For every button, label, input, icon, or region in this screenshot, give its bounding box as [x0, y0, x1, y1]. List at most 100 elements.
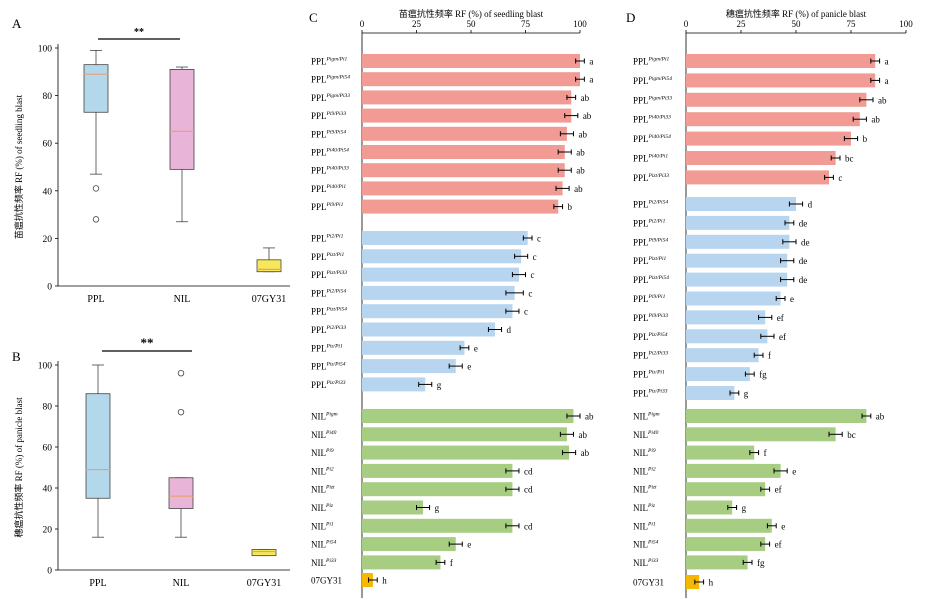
row-label-gene: Pi33 — [325, 558, 337, 564]
significance-letter: ab — [578, 129, 587, 139]
row-label-gene: Pi2 — [647, 466, 656, 472]
bar — [362, 54, 580, 68]
row-label-gene: Pi2/Pi54 — [648, 199, 669, 206]
row-label-gene: Pizt — [325, 485, 335, 491]
row-label-base: PPL — [311, 166, 327, 176]
row-label-base: PPL — [633, 76, 649, 86]
row-label: PPLPigm/Pi54 — [633, 75, 672, 86]
significance-label: ** — [134, 27, 144, 38]
significance-letter: d — [808, 200, 813, 210]
bar-row: PPLPizt/Pi1 c — [311, 249, 537, 264]
row-label: PPLPigm/Pi1 — [311, 57, 348, 67]
row-label-base: NIL — [633, 558, 648, 568]
x-tick-label: 25 — [412, 19, 422, 29]
panel-label: D — [626, 10, 635, 25]
row-label: PPLPi9/Pi33 — [633, 313, 668, 323]
boxplot-panel-B: B 0 20 40 60 80 100 穗瘟抗性频率 RF (%) of panicle bl… — [12, 335, 290, 589]
row-label: PPLPi2/Pi33 — [311, 325, 346, 335]
bar-row: PPLPigm/Pi33 ab — [633, 92, 887, 107]
row-label-base: PPL — [311, 288, 327, 298]
row-label: 07GY31 — [633, 578, 664, 588]
row-label-gene: Pi1 — [325, 521, 334, 527]
outlier-point — [92, 185, 100, 192]
row-label: NILPi2 — [633, 466, 656, 476]
significance-letter: d — [507, 325, 512, 335]
x-tick-label: 25 — [737, 19, 747, 29]
x-tick-label: PPL — [87, 294, 104, 305]
row-label-base: PPL — [633, 173, 649, 183]
row-label-gene: Pi9/Pi33 — [648, 313, 669, 319]
row-label: PPLPi40/Pi33 — [311, 165, 349, 176]
row-label-base: PPL — [633, 351, 649, 361]
row-label-gene: Piz/Pi33 — [648, 389, 668, 395]
bar — [686, 112, 860, 127]
bar-row: NILPiz g — [633, 500, 747, 515]
row-label-base: NIL — [311, 466, 326, 476]
bar — [686, 482, 766, 497]
box-iqr — [251, 549, 277, 557]
y-axis-label: 苗瘟抗性频率 RF (%) of seedling blast — [13, 94, 24, 239]
significance-letter: h — [382, 576, 387, 586]
significance-letter: f — [764, 448, 767, 458]
box-iqr — [83, 64, 109, 113]
chart-title: 苗瘟抗性频率 RF (%) of seedling blast — [399, 8, 544, 19]
y-tick-label: 0 — [47, 283, 52, 293]
bar-row: PPLPi9/Pi1 b — [311, 199, 573, 214]
row-label-base: PPL — [311, 343, 327, 353]
bar — [362, 359, 456, 374]
row-label-gene: Pi54 — [647, 539, 659, 546]
y-tick-label: 40 — [43, 485, 53, 495]
row-label-base: PPL — [311, 362, 327, 372]
significance-letter: ef — [777, 313, 784, 323]
bar — [686, 54, 876, 68]
bar-row: PPLPizt/Pi33 c — [311, 267, 535, 282]
outlier-point — [177, 408, 185, 416]
row-label-base: NIL — [633, 540, 648, 550]
bar — [686, 348, 759, 363]
significance-letter: h — [709, 578, 714, 588]
y-tick-label: 40 — [43, 187, 53, 197]
row-label-gene: Pi9 — [325, 448, 334, 454]
significance-letter: ab — [871, 115, 880, 125]
bar — [686, 131, 851, 146]
bar-row: PPLPi9/Pi33 ab — [311, 108, 592, 123]
row-label-base: PPL — [633, 115, 649, 125]
bar — [686, 253, 788, 268]
bar-row: PPLPiz/Pi33 g — [633, 386, 749, 400]
significance-letter: ef — [779, 332, 786, 342]
bar — [686, 215, 790, 230]
bar — [686, 310, 766, 325]
row-label-base: 07GY31 — [633, 578, 664, 588]
bar — [362, 340, 465, 355]
row-label-gene: Pi2/Pi54 — [326, 287, 347, 294]
row-label-base: PPL — [633, 237, 649, 247]
bar-row: PPLPizt/Pi54 c — [311, 304, 528, 319]
significance-letter: ef — [775, 485, 782, 495]
row-label-base: NIL — [633, 466, 648, 476]
x-tick-label: PPL — [89, 578, 106, 589]
row-label-base: PPL — [633, 332, 649, 342]
bar — [362, 573, 373, 587]
significance-letter: ab — [574, 184, 583, 194]
y-tick-label: 20 — [43, 235, 53, 245]
row-label-base: PPL — [311, 325, 327, 335]
row-label: NILPi40 — [311, 429, 337, 440]
row-label: PPLPizt/Pi54 — [311, 306, 347, 317]
row-label: NILPiz — [311, 503, 334, 513]
row-label: PPLPigm/Pi1 — [633, 57, 670, 67]
row-label-base: PPL — [633, 370, 649, 380]
box-ppl — [83, 49, 109, 223]
row-label-gene: Pigm/Pi1 — [326, 57, 348, 63]
row-label-base: NIL — [633, 448, 648, 458]
bar — [686, 73, 876, 88]
bar-row: NILPi1 cd — [311, 518, 533, 533]
significance-letter: c — [537, 234, 541, 244]
row-label-gene: Pigm/Pi54 — [648, 75, 673, 82]
row-label: PPLPi2/Pi1 — [311, 234, 344, 244]
row-label-base: PPL — [633, 154, 649, 164]
bar — [362, 199, 559, 214]
bar — [686, 234, 790, 249]
row-label-base: NIL — [311, 412, 326, 422]
bar — [362, 163, 565, 178]
row-label-gene: Pi40 — [647, 429, 659, 436]
